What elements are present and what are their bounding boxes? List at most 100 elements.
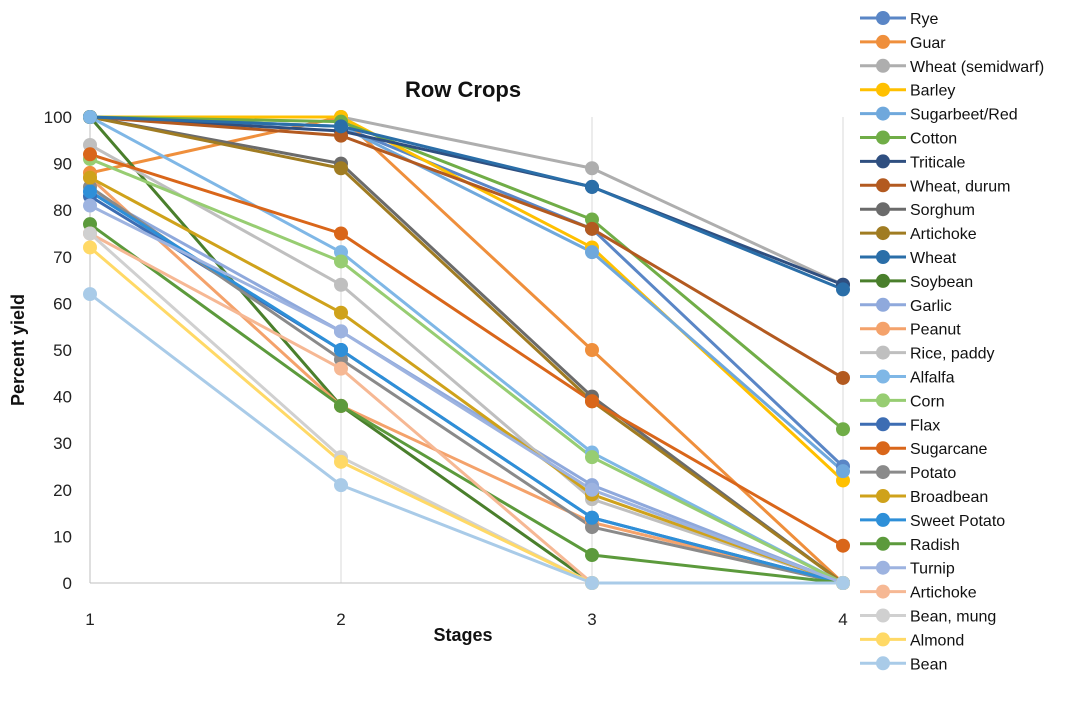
legend-label: Flax [910, 417, 940, 434]
legend-label: Bean, mung [910, 609, 996, 626]
series-line [88, 115, 845, 287]
y-axis-title: Percent yield [8, 294, 28, 406]
data-point [836, 370, 850, 385]
legend-swatch-marker [876, 584, 890, 599]
data-point [83, 226, 97, 241]
y-tick-label: 40 [53, 388, 72, 407]
legend-label: Garlic [910, 298, 952, 315]
data-point [83, 287, 97, 302]
data-point [334, 161, 348, 176]
legend-label: Rye [910, 11, 939, 28]
legend-label: Rice, paddy [910, 346, 995, 363]
legend-swatch-marker [876, 489, 890, 503]
legend-label: Wheat [910, 250, 957, 267]
legend-swatch-marker [876, 130, 890, 145]
series-line [88, 115, 845, 380]
legend-swatch-marker [876, 441, 890, 456]
series-line [88, 222, 845, 585]
legend-label: Barley [910, 83, 955, 100]
x-axis-title: Stages [433, 625, 492, 645]
data-point [334, 361, 348, 376]
series-line [88, 176, 845, 585]
data-point [585, 450, 599, 465]
data-point [585, 394, 599, 409]
legend-swatch-marker [876, 608, 890, 623]
legend-swatch-marker [876, 34, 890, 49]
data-point [836, 576, 850, 590]
data-point [836, 282, 850, 297]
series-line [88, 152, 845, 548]
series-line [88, 115, 845, 431]
data-point [334, 398, 348, 413]
legend-swatch-marker [876, 656, 890, 671]
legend-swatch-marker [876, 106, 890, 121]
data-point [334, 454, 348, 469]
legend-swatch-marker [876, 297, 890, 312]
data-point [334, 254, 348, 269]
legend-swatch-marker [876, 178, 890, 193]
legend-label: Corn [910, 393, 945, 410]
legend-label: Guar [910, 35, 946, 52]
legend-label: Soybean [910, 274, 973, 291]
series-line [88, 190, 845, 585]
y-tick-label: 0 [63, 574, 72, 593]
chart-title: Row Crops [405, 77, 521, 102]
x-tick-label: 3 [587, 610, 596, 629]
legend-label: Artichoke [910, 226, 977, 243]
legend-label: Broadbean [910, 489, 988, 506]
series-line [88, 185, 845, 585]
y-tick-label: 50 [53, 341, 72, 360]
data-point [585, 482, 599, 497]
legend-swatch-marker [876, 369, 890, 384]
legend-label: Sweet Potato [910, 513, 1005, 530]
data-point [334, 478, 348, 493]
series-line [88, 115, 845, 287]
legend-swatch-marker [876, 632, 890, 647]
legend-swatch-marker [876, 226, 890, 241]
series-line [88, 157, 845, 585]
data-point [585, 576, 599, 590]
x-tick-label: 1 [85, 610, 94, 629]
legend-swatch-marker [876, 58, 890, 73]
data-point [585, 245, 599, 260]
legend-swatch-marker [876, 536, 890, 551]
legend-label: Potato [910, 465, 956, 482]
legend-label: Wheat, durum [910, 178, 1010, 195]
data-point [585, 343, 599, 357]
series-line [88, 115, 845, 585]
data-point [83, 198, 97, 213]
data-point [83, 110, 97, 124]
data-point [836, 422, 850, 437]
series-line [88, 115, 845, 585]
y-tick-label: 20 [53, 481, 72, 500]
series-lines [88, 115, 845, 585]
data-point [585, 161, 599, 176]
legend-label: Bean [910, 656, 947, 673]
legend-swatch-marker [876, 512, 890, 527]
legend-label: Radish [910, 537, 960, 554]
data-point [334, 343, 348, 357]
y-tick-label: 10 [53, 527, 72, 546]
legend-swatch-marker [876, 465, 890, 480]
data-point [334, 324, 348, 339]
series-line [88, 115, 845, 585]
data-point [334, 226, 348, 241]
legend-label: Sorghum [910, 202, 975, 219]
data-point [585, 179, 599, 194]
y-tick-label: 30 [53, 434, 72, 453]
legend-label: Almond [910, 632, 964, 649]
series-line [88, 143, 845, 585]
data-point [585, 221, 599, 236]
legend-swatch-marker [876, 82, 890, 97]
series-line [88, 190, 845, 585]
data-point [334, 119, 348, 134]
x-tick-label: 4 [838, 610, 847, 629]
legend-swatch-marker [876, 273, 890, 288]
legend-label: Wheat (semidwarf) [910, 59, 1044, 76]
legend-label: Sugarcane [910, 441, 987, 458]
y-tick-label: 70 [53, 248, 72, 267]
legend-label: Artichoke [910, 585, 977, 602]
data-point [836, 538, 850, 553]
